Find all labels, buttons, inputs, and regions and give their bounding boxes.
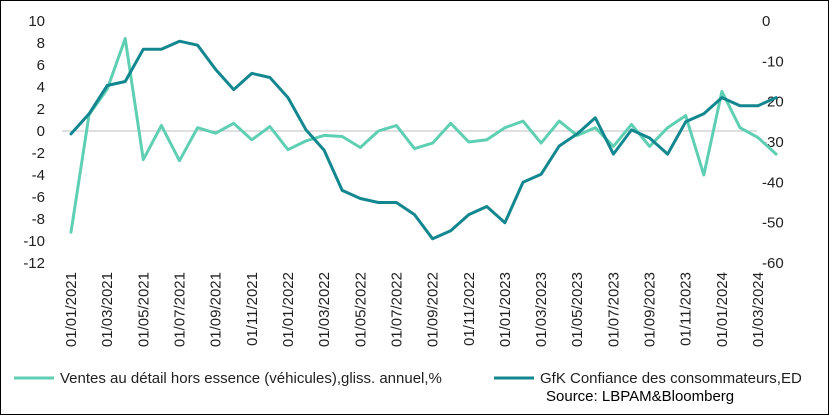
x-tick-label: 01/11/2021 xyxy=(244,272,261,346)
right-tick-label: 0 xyxy=(762,13,770,30)
x-tick-label: 01/03/2023 xyxy=(533,272,550,347)
x-tick-label: 01/05/2021 xyxy=(135,272,152,347)
x-tick-label: 01/07/2022 xyxy=(388,272,405,347)
x-tick-label: 01/07/2023 xyxy=(605,272,622,347)
left-tick-label: 2 xyxy=(37,101,45,118)
series-line-consumer-confidence xyxy=(69,39,778,241)
left-tick-label: 8 xyxy=(37,35,45,52)
legend: Ventes au détail hors essence (véhicules… xyxy=(14,370,802,387)
x-tick-label: 01/03/2024 xyxy=(750,272,767,347)
x-tick-label: 01/01/2022 xyxy=(280,272,297,347)
x-tick-label: 01/09/2021 xyxy=(208,272,225,347)
left-tick-label: 6 xyxy=(37,57,45,74)
series-lines xyxy=(69,37,778,241)
left-tick-label: -10 xyxy=(23,233,45,250)
right-axis-ticks: 0-10-20-30-40-50-60 xyxy=(762,13,784,272)
x-tick-label: 01/01/2021 xyxy=(63,272,80,347)
left-tick-label: 10 xyxy=(28,13,45,30)
x-tick-label: 01/09/2023 xyxy=(642,272,659,347)
source-note: Source: LBPAM&Bloomberg xyxy=(546,388,734,405)
x-tick-label: 01/05/2023 xyxy=(569,272,586,347)
left-tick-label: -12 xyxy=(23,255,45,272)
x-tick-label: 01/01/2024 xyxy=(714,272,731,347)
x-tick-label: 01/11/2022 xyxy=(461,272,478,346)
series-line-retail-sales xyxy=(69,37,778,234)
left-tick-label: -2 xyxy=(32,145,45,162)
legend-label-retail-sales: Ventes au détail hors essence (véhicules… xyxy=(60,370,442,387)
x-tick-label: 01/03/2022 xyxy=(316,272,333,347)
x-tick-label: 01/11/2023 xyxy=(678,272,695,346)
x-tick-label: 01/09/2022 xyxy=(425,272,442,347)
right-tick-label: -40 xyxy=(762,174,784,191)
legend-label-consumer-confidence: GfK Confiance des consommateurs,ED xyxy=(540,370,802,387)
x-tick-label: 01/07/2021 xyxy=(171,272,188,347)
right-tick-label: -50 xyxy=(762,215,784,232)
left-tick-label: -8 xyxy=(32,211,45,228)
left-tick-label: -4 xyxy=(32,167,45,184)
left-tick-label: 4 xyxy=(37,79,45,96)
x-tick-label: 01/01/2023 xyxy=(497,272,514,347)
x-axis-ticks: 01/01/2021 01/03/2021 01/05/2021 01/07/2021… xyxy=(63,272,767,347)
right-tick-label: -60 xyxy=(762,255,784,272)
left-tick-label: 0 xyxy=(37,123,45,140)
x-tick-label: 01/05/2022 xyxy=(352,272,369,347)
right-tick-label: -10 xyxy=(762,53,784,70)
right-tick-label: -20 xyxy=(762,94,784,111)
x-tick-label: 01/03/2021 xyxy=(99,272,116,347)
left-tick-label: -6 xyxy=(32,189,45,206)
left-axis-ticks: 10 8 6 4 2 0 -2 -4 -6 -8 -10 -12 xyxy=(23,13,45,272)
